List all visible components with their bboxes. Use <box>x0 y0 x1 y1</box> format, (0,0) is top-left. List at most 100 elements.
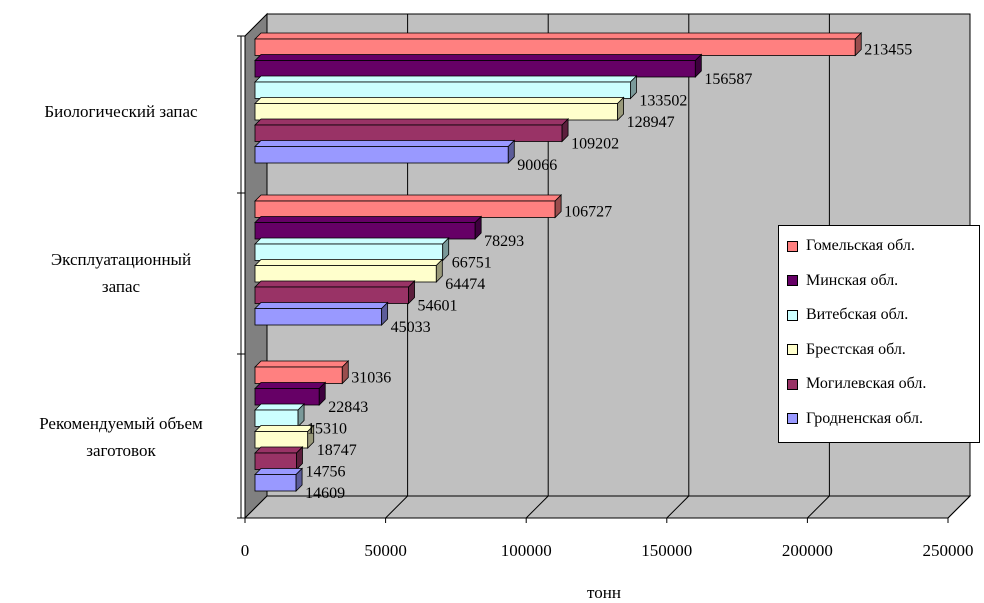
data-label: 22843 <box>328 399 368 416</box>
bar-front <box>254 431 309 449</box>
bar-end <box>381 301 389 326</box>
legend-swatch <box>787 413 798 424</box>
gridline-floor <box>385 495 408 519</box>
bar-end <box>474 215 482 240</box>
bar <box>254 32 863 57</box>
bar-top <box>254 425 315 432</box>
bar-end <box>854 32 862 57</box>
bar-top <box>254 280 416 288</box>
bar-end <box>630 75 637 100</box>
bar-top <box>254 237 450 245</box>
bar-top <box>254 360 350 368</box>
bar-front <box>254 81 631 99</box>
bar-top <box>254 194 563 202</box>
bar-end <box>507 139 515 164</box>
category-label-exploitation: Эксплуатационный запас <box>50 250 192 296</box>
bar <box>254 446 304 471</box>
data-label: 156587 <box>704 71 752 88</box>
gridline-floor <box>947 495 971 519</box>
bar-front <box>254 474 297 492</box>
x-tick-label: 250000 <box>923 541 974 560</box>
x-tick-label: 50000 <box>364 541 407 560</box>
data-label: 133502 <box>639 93 687 110</box>
x-axis-title: тонн <box>587 583 621 602</box>
legend-swatch <box>787 240 798 252</box>
bar-end <box>442 237 450 262</box>
category-label-biological: Биологический запас <box>44 102 198 121</box>
legend-label: Гродненская обл. <box>806 409 923 427</box>
bar-front <box>254 222 476 240</box>
legend-label: Минская обл. <box>806 271 899 289</box>
gridline-floor <box>525 495 549 519</box>
bar <box>254 75 638 100</box>
bar-front <box>254 366 343 384</box>
gridline-floor <box>666 495 690 519</box>
legend-item: Гомельская обл. <box>787 234 915 258</box>
data-label: 90066 <box>517 157 557 174</box>
bar-top <box>254 54 703 61</box>
legend-label: Витебская обл. <box>806 306 909 323</box>
legend: Гомельская обл. Минская обл. Витебская обл… <box>778 225 980 443</box>
bar-top <box>254 118 570 126</box>
bar-front <box>254 124 563 142</box>
bar-top <box>254 32 863 40</box>
bar-end <box>318 381 326 406</box>
bar-end <box>295 467 303 492</box>
bar <box>254 424 315 449</box>
x-tick-label: 200000 <box>782 541 833 560</box>
legend-swatch <box>787 309 798 321</box>
bar <box>254 194 563 219</box>
category-label-recommended: Рекомендуемый объем заготовок <box>39 414 203 460</box>
bar-top <box>254 259 444 266</box>
data-label: 106727 <box>564 204 612 221</box>
legend-swatch <box>787 378 798 390</box>
bar <box>254 215 483 240</box>
bar <box>254 96 625 121</box>
data-label: 18747 <box>317 442 357 459</box>
data-label: 15310 <box>307 421 347 438</box>
bar-end <box>617 96 624 121</box>
data-labels: 213455 156587 133502 128947 109202 90066 10672… <box>305 42 912 503</box>
data-label: 78293 <box>484 233 524 250</box>
legend-item: Витебская обл. <box>787 303 908 327</box>
bar <box>254 258 444 283</box>
bar-top <box>254 216 483 223</box>
bar-front <box>254 308 383 326</box>
data-label: 213455 <box>864 42 912 59</box>
bar-end <box>341 360 349 385</box>
bar-front <box>254 38 856 56</box>
bar-front <box>254 409 299 427</box>
bar-top <box>254 302 389 309</box>
legend-swatch <box>787 275 798 286</box>
bar-end <box>408 280 415 305</box>
bar-top <box>254 403 306 411</box>
legend-item: Брестская обл. <box>787 338 906 362</box>
legend-label: Брестская обл. <box>806 340 906 358</box>
bar-end <box>307 424 315 449</box>
bar-front <box>254 60 696 78</box>
bar <box>254 301 389 326</box>
bar <box>254 381 327 406</box>
legend-label: Могилевская обл. <box>806 375 927 392</box>
bar-top <box>254 97 625 104</box>
bar <box>254 360 350 385</box>
bar <box>254 139 516 164</box>
data-label: 109202 <box>571 136 619 153</box>
bar-end <box>554 194 562 219</box>
legend-item: Гродненская обл. <box>787 407 923 431</box>
bar-end <box>296 446 303 471</box>
bar-top <box>254 382 327 389</box>
legend-swatch <box>787 344 798 355</box>
bar <box>254 403 306 428</box>
bar <box>254 280 416 305</box>
gridline-floor <box>807 495 830 519</box>
data-label: 14609 <box>305 485 345 502</box>
x-tick-label: 150000 <box>641 541 692 560</box>
data-label: 45033 <box>391 319 431 336</box>
bar-end <box>561 118 569 143</box>
bar-top <box>254 446 304 454</box>
legend-item: Могилевская обл. <box>787 372 926 396</box>
bar-front <box>254 265 437 283</box>
x-tick-label: 100000 <box>501 541 552 560</box>
